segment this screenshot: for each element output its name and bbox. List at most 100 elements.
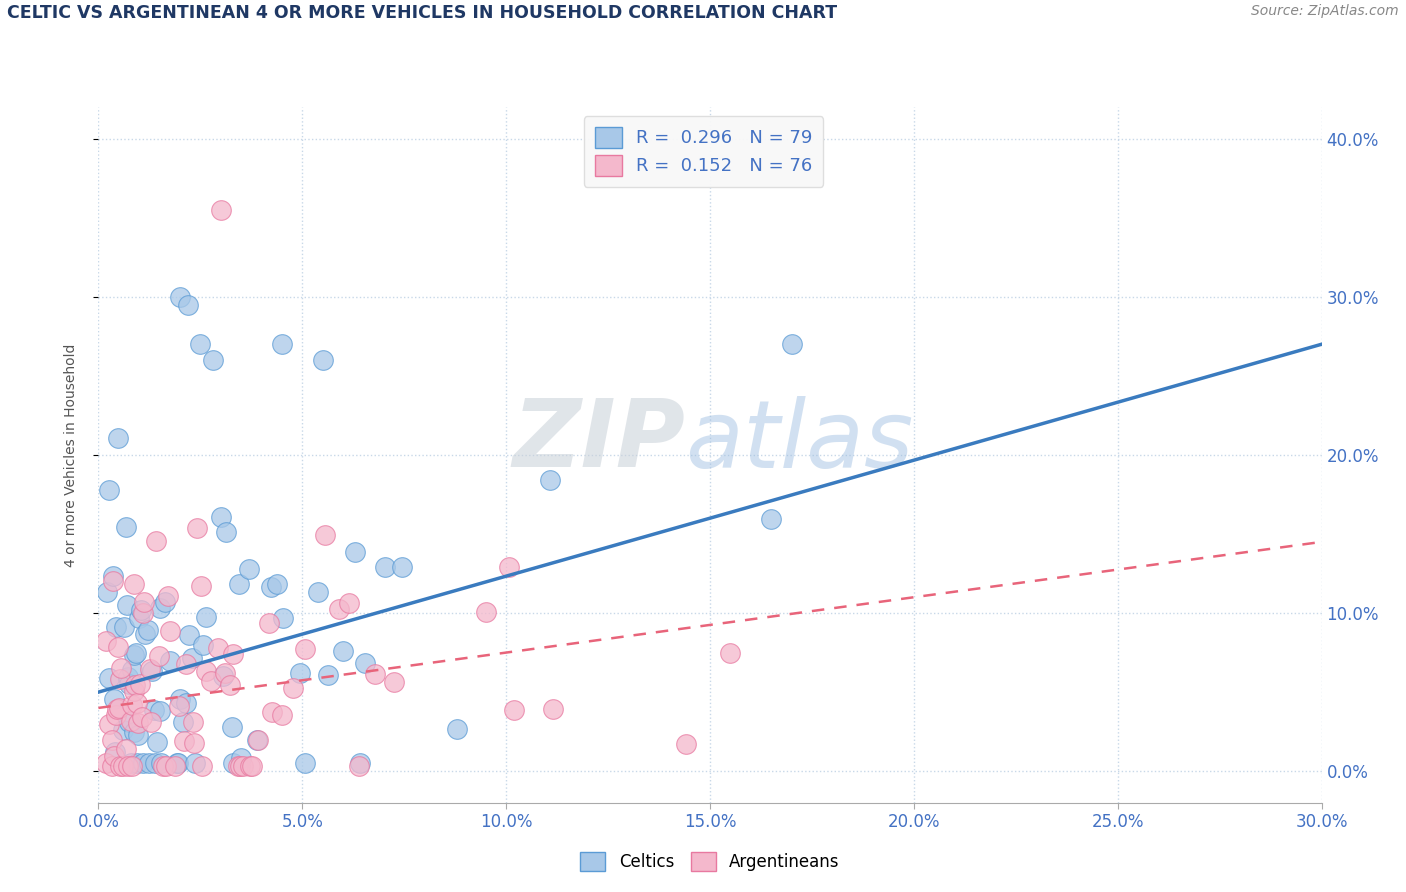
Point [541, 702, 564, 716]
Point [266, 577, 288, 591]
Point [125, 646, 148, 660]
Point [720, 646, 742, 660]
Point [475, 605, 498, 619]
Legend: Celtics, Argentineans: Celtics, Argentineans [574, 846, 846, 878]
Point [117, 759, 139, 773]
Point [143, 756, 166, 771]
Point [259, 580, 281, 594]
Point [173, 734, 195, 748]
Point [498, 560, 520, 574]
Point [115, 599, 138, 613]
Point [270, 337, 294, 351]
Point [139, 662, 162, 676]
Point [312, 353, 335, 368]
Point [245, 732, 267, 747]
Point [221, 720, 243, 734]
Point [127, 716, 149, 731]
Y-axis label: 4 or more Vehicles in Household: 4 or more Vehicles in Household [63, 343, 77, 566]
Point [120, 714, 142, 728]
Point [150, 756, 173, 771]
Point [121, 698, 143, 713]
Point [167, 756, 190, 771]
Point [209, 202, 232, 217]
Point [239, 759, 262, 773]
Point [112, 619, 135, 633]
Point [121, 663, 143, 677]
Point [294, 756, 316, 771]
Point [163, 759, 186, 773]
Point [155, 759, 177, 773]
Point [215, 524, 238, 539]
Point [176, 696, 198, 710]
Point [108, 701, 131, 715]
Point [145, 735, 167, 749]
Text: CELTIC VS ARGENTINEAN 4 OR MORE VEHICLES IN HOUSEHOLD CORRELATION CHART: CELTIC VS ARGENTINEAN 4 OR MORE VEHICLES… [7, 4, 837, 22]
Point [128, 611, 150, 625]
Point [114, 520, 136, 534]
Point [103, 748, 125, 763]
Text: ZIP: ZIP [513, 395, 686, 487]
Point [125, 756, 148, 771]
Point [129, 603, 152, 617]
Point [195, 609, 218, 624]
Point [107, 640, 129, 655]
Point [226, 759, 249, 773]
Point [166, 756, 188, 771]
Point [281, 681, 304, 696]
Point [115, 742, 138, 756]
Point [219, 678, 242, 692]
Point [108, 759, 131, 773]
Text: Source: ZipAtlas.com: Source: ZipAtlas.com [1251, 4, 1399, 19]
Point [98, 671, 121, 685]
Point [316, 668, 339, 682]
Point [181, 714, 204, 729]
Point [145, 534, 167, 549]
Point [104, 745, 127, 759]
Point [107, 431, 129, 445]
Point [167, 699, 190, 714]
Point [349, 756, 371, 771]
Point [195, 664, 218, 678]
Point [132, 595, 155, 609]
Point [110, 672, 132, 686]
Point [177, 298, 200, 312]
Point [156, 589, 179, 603]
Point [131, 710, 153, 724]
Point [391, 559, 413, 574]
Point [118, 677, 141, 691]
Point [214, 666, 236, 681]
Point [188, 337, 212, 351]
Point [212, 669, 235, 683]
Point [540, 473, 562, 487]
Point [124, 678, 146, 692]
Point [148, 648, 170, 663]
Point [446, 722, 468, 736]
Point [332, 644, 354, 658]
Point [122, 648, 145, 662]
Point [240, 759, 263, 773]
Point [110, 661, 132, 675]
Point [271, 611, 294, 625]
Point [307, 585, 329, 599]
Point [111, 723, 134, 737]
Point [374, 560, 396, 574]
Point [200, 673, 222, 688]
Point [105, 620, 128, 634]
Point [121, 759, 143, 773]
Point [132, 607, 155, 621]
Point [382, 675, 405, 690]
Point [105, 702, 128, 716]
Point [228, 577, 250, 591]
Point [117, 670, 139, 684]
Point [177, 627, 200, 641]
Point [290, 666, 312, 681]
Point [152, 759, 174, 773]
Point [759, 511, 782, 525]
Point [186, 521, 208, 535]
Point [172, 714, 194, 729]
Point [139, 714, 162, 729]
Point [105, 708, 128, 723]
Point [207, 641, 229, 656]
Point [502, 703, 524, 717]
Point [103, 692, 125, 706]
